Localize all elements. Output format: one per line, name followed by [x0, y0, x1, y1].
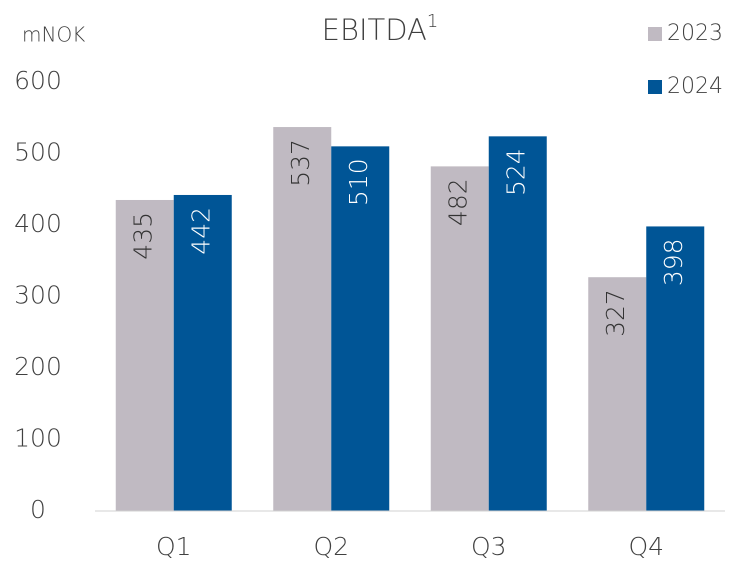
- bar: [646, 226, 705, 511]
- bar: [331, 146, 390, 511]
- title-superscript: 1: [427, 11, 438, 32]
- y-tick-label: 600: [14, 66, 62, 95]
- data-label: 442: [187, 207, 216, 255]
- bar: [488, 136, 547, 511]
- legend-label: 2023: [667, 21, 723, 46]
- data-label: 398: [659, 238, 688, 286]
- data-label: 327: [601, 289, 630, 337]
- data-label: 524: [502, 148, 531, 196]
- bar: [173, 194, 232, 511]
- chart-title: EBITDA1: [322, 11, 439, 47]
- data-label: 537: [286, 139, 315, 187]
- data-label: 510: [344, 158, 373, 206]
- bar: [115, 199, 174, 511]
- bar: [588, 277, 647, 511]
- x-tick-label: Q3: [471, 532, 507, 561]
- x-tick-label: Q4: [628, 532, 664, 561]
- legend-label: 2024: [667, 74, 723, 99]
- data-label: 482: [444, 178, 473, 226]
- x-tick-label: Q2: [313, 532, 349, 561]
- x-tick-label: Q1: [156, 532, 192, 561]
- bar: [430, 166, 489, 511]
- y-tick-label: 500: [14, 138, 62, 167]
- legend-swatch: [648, 27, 662, 41]
- y-tick-label: 400: [14, 209, 62, 238]
- y-tick-label: 0: [30, 495, 46, 524]
- title-text: EBITDA: [322, 13, 427, 47]
- y-tick-label: 100: [14, 424, 62, 453]
- data-label: 435: [129, 212, 158, 260]
- y-tick-label: 200: [14, 352, 62, 381]
- legend-swatch: [648, 80, 662, 94]
- bar: [273, 127, 332, 512]
- y-axis-label: mNOK: [22, 23, 85, 47]
- y-tick-label: 300: [14, 281, 62, 310]
